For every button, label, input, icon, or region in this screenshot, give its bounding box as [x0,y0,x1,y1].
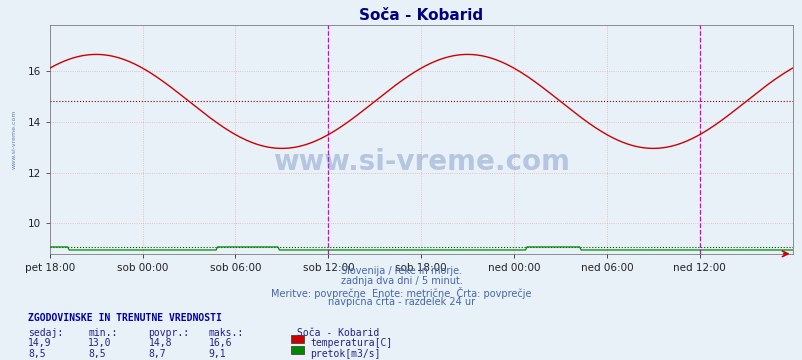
Text: 9,1: 9,1 [209,349,226,359]
Text: 16,6: 16,6 [209,338,232,348]
Text: temperatura[C]: temperatura[C] [310,338,391,348]
Text: 8,7: 8,7 [148,349,166,359]
Text: 8,5: 8,5 [88,349,106,359]
Text: 13,0: 13,0 [88,338,111,348]
Text: Meritve: povprečne  Enote: metrične  Črta: povprečje: Meritve: povprečne Enote: metrične Črta:… [271,287,531,298]
Text: 14,8: 14,8 [148,338,172,348]
Text: sedaj:: sedaj: [28,328,63,338]
Text: ZGODOVINSKE IN TRENUTNE VREDNOSTI: ZGODOVINSKE IN TRENUTNE VREDNOSTI [28,313,221,323]
Text: min.:: min.: [88,328,118,338]
Text: maks.:: maks.: [209,328,244,338]
Text: pretok[m3/s]: pretok[m3/s] [310,349,380,359]
Title: Soča - Kobarid: Soča - Kobarid [358,8,483,23]
Text: Soča - Kobarid: Soča - Kobarid [297,328,379,338]
Text: zadnja dva dni / 5 minut.: zadnja dva dni / 5 minut. [340,276,462,287]
Text: povpr.:: povpr.: [148,328,189,338]
Text: www.si-vreme.com: www.si-vreme.com [11,110,17,169]
Text: navpična črta - razdelek 24 ur: navpična črta - razdelek 24 ur [327,297,475,307]
Text: 14,9: 14,9 [28,338,51,348]
Text: Slovenija / reke in morje.: Slovenija / reke in morje. [341,266,461,276]
Text: 8,5: 8,5 [28,349,46,359]
Text: www.si-vreme.com: www.si-vreme.com [273,148,569,176]
